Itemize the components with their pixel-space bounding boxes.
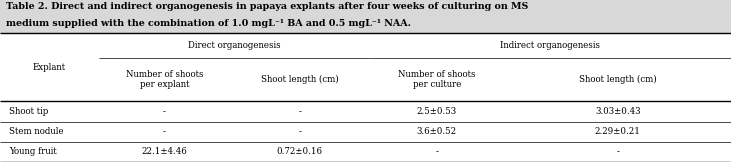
Text: -: - (163, 127, 166, 136)
Text: Stem nodule: Stem nodule (9, 127, 64, 136)
Text: 3.03±0.43: 3.03±0.43 (595, 107, 640, 116)
Text: -: - (298, 107, 301, 116)
Text: medium supplied with the combination of 1.0 mgL⁻¹ BA and 0.5 mgL⁻¹ NAA.: medium supplied with the combination of … (6, 19, 411, 29)
Text: -: - (436, 147, 438, 156)
Text: -: - (298, 127, 301, 136)
Text: Table 2. Direct and indirect organogenesis in papaya explants after four weeks o: Table 2. Direct and indirect organogenes… (6, 2, 529, 12)
Text: 3.6±0.52: 3.6±0.52 (417, 127, 457, 136)
Text: Direct organogenesis: Direct organogenesis (188, 41, 280, 50)
Text: 2.29±0.21: 2.29±0.21 (595, 127, 640, 136)
Text: Young fruit: Young fruit (9, 147, 56, 156)
Text: Shoot length (cm): Shoot length (cm) (579, 75, 656, 84)
Bar (0, 0, 731, 33)
Text: Number of shoots
per explant: Number of shoots per explant (126, 70, 203, 89)
Bar (0, 33, 731, 162)
Text: Explant: Explant (33, 63, 66, 72)
Text: -: - (616, 147, 619, 156)
Text: Shoot tip: Shoot tip (9, 107, 48, 116)
Text: Indirect organogenesis: Indirect organogenesis (500, 41, 600, 50)
Text: 22.1±4.46: 22.1±4.46 (142, 147, 187, 156)
Text: 2.5±0.53: 2.5±0.53 (417, 107, 457, 116)
Text: 0.72±0.16: 0.72±0.16 (277, 147, 322, 156)
Text: -: - (163, 107, 166, 116)
Text: Shoot length (cm): Shoot length (cm) (261, 75, 338, 84)
Text: Number of shoots
per culture: Number of shoots per culture (398, 70, 476, 89)
